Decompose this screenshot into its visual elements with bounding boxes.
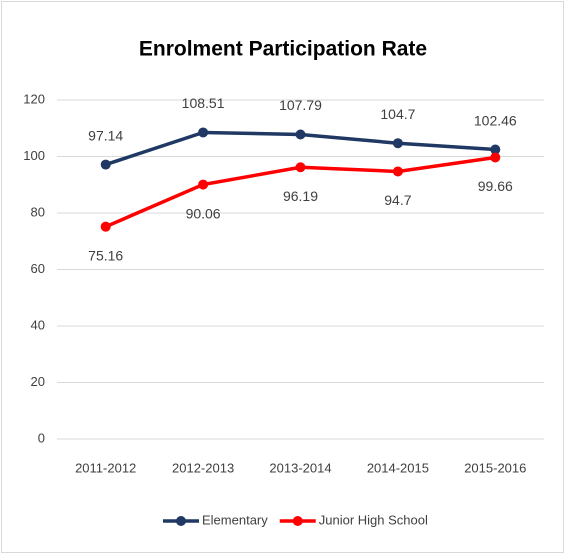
data-point — [100, 221, 111, 232]
legend-marker — [292, 516, 303, 526]
data-point — [490, 144, 501, 155]
data-point — [100, 159, 111, 170]
data-point — [198, 179, 209, 190]
legend-label: Junior High School — [319, 512, 428, 527]
y-tick-label: 20 — [31, 374, 45, 389]
data-point — [392, 166, 403, 177]
x-tick-label: 2013-2014 — [269, 460, 331, 475]
data-point — [295, 162, 306, 173]
data-label: 104.7 — [380, 106, 415, 122]
y-tick-label: 0 — [38, 430, 45, 445]
data-label: 94.7 — [384, 192, 411, 208]
y-tick-label: 100 — [23, 148, 45, 163]
legend-marker — [176, 516, 186, 526]
y-tick-label: 80 — [31, 204, 45, 219]
data-point — [490, 152, 501, 163]
y-tick-label: 120 — [23, 91, 45, 106]
y-tick-label: 60 — [31, 261, 45, 276]
data-point — [295, 129, 306, 140]
y-tick-label: 40 — [31, 317, 45, 332]
x-tick-label: 2015-2016 — [464, 460, 526, 475]
data-label: 107.79 — [279, 97, 322, 113]
data-label: 108.51 — [182, 95, 225, 111]
x-tick-label: 2012-2013 — [172, 460, 234, 475]
data-label: 90.06 — [186, 205, 221, 221]
data-label: 96.19 — [283, 188, 318, 204]
data-label: 99.66 — [478, 178, 513, 194]
chart-title: Enrolment Participation Rate — [139, 38, 427, 61]
data-point — [198, 127, 209, 138]
x-tick-label: 2011-2012 — [75, 460, 136, 475]
data-label: 75.16 — [88, 247, 123, 263]
data-label: 97.14 — [88, 127, 123, 143]
data-label: 102.46 — [474, 112, 517, 128]
x-tick-label: 2014-2015 — [367, 460, 429, 475]
data-point — [392, 138, 403, 149]
legend-label: Elementary — [202, 512, 268, 527]
